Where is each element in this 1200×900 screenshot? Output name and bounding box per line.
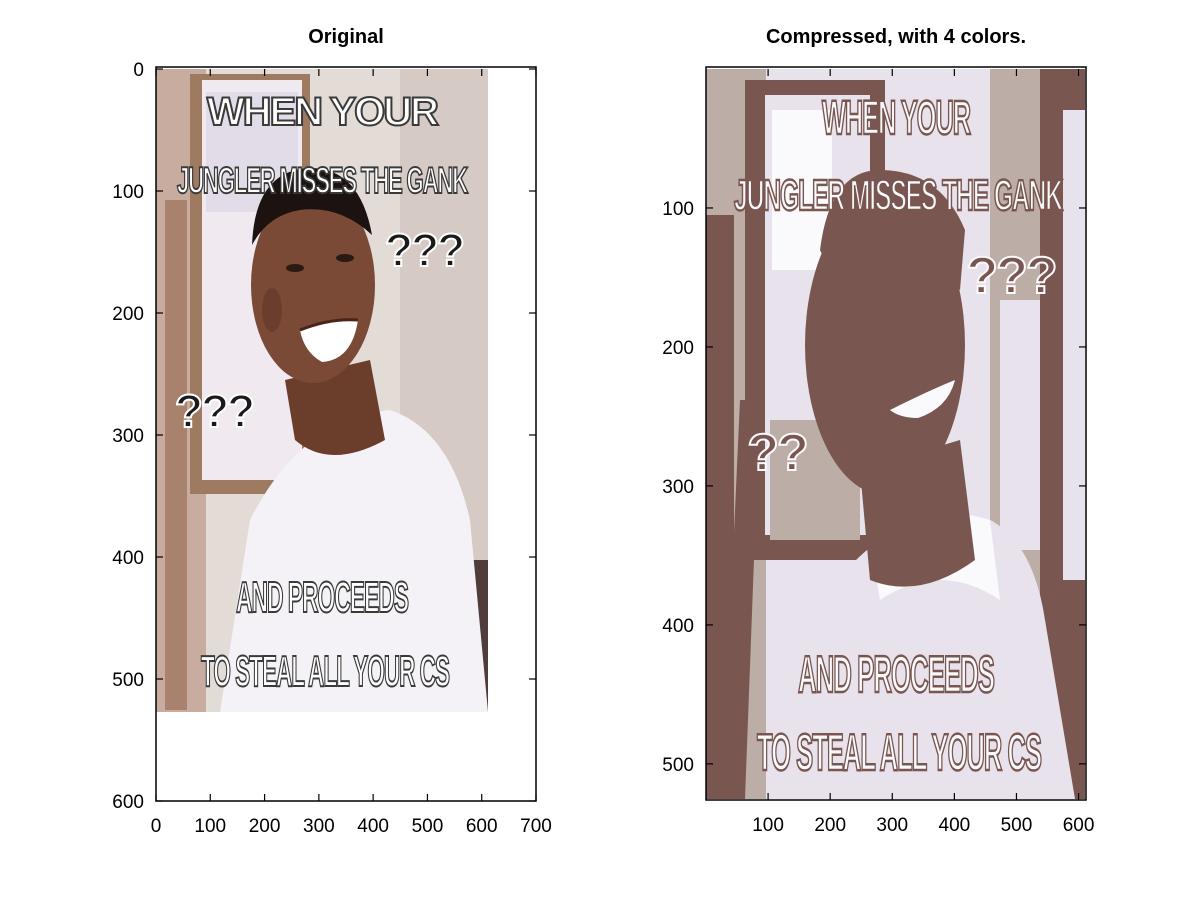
y-tick-label-original-400: 400	[112, 548, 144, 569]
ticks-original: 0 100 200 300 400 500 600 700 0 100 200 300 400 500 60…	[112, 60, 552, 837]
y-tick-label-original-0: 0	[133, 60, 144, 81]
y-tick-label-original-300: 300	[112, 426, 144, 447]
compressed-bottom-line-1: AND PROCEEDS	[798, 646, 994, 704]
x-tick-label-original-500: 500	[412, 816, 444, 837]
plot-title-compressed: Compressed, with 4 colors.	[766, 26, 1026, 48]
original-top-line-1: WHEN YOUR	[207, 90, 439, 134]
y-tick-label-compressed-400: 400	[662, 616, 694, 637]
subplot-original: Original	[112, 26, 552, 837]
x-tick-label-compressed-600: 600	[1063, 815, 1095, 836]
x-tick-label-original-200: 200	[249, 816, 281, 837]
y-tick-label-original-200: 200	[112, 304, 144, 325]
y-tick-label-original-100: 100	[112, 182, 144, 203]
ticks-compressed: 100 200 300 400 500 600 100 200 300 400 500	[662, 69, 1094, 836]
compressed-top-line-1: WHEN YOUR	[822, 92, 971, 145]
axes-box-original	[155, 66, 537, 802]
x-tick-label-compressed-500: 500	[1001, 815, 1033, 836]
y-tick-label-compressed-200: 200	[662, 338, 694, 359]
compressed-mark-1: ???	[966, 247, 1055, 305]
original-bottom-line-2: TO STEAL ALL YOUR CS	[201, 647, 449, 696]
x-tick-label-compressed-400: 400	[939, 815, 971, 836]
compressed-bottom-line-2: TO STEAL ALL YOUR CS	[757, 724, 1041, 782]
original-top-line-2: JUNGLER MISSES THE GANK	[177, 160, 468, 201]
x-tick-label-original-0: 0	[151, 816, 162, 837]
original-mark-2: ???	[175, 385, 253, 437]
x-tick-label-original-400: 400	[357, 816, 389, 837]
compressed-image	[706, 69, 1085, 799]
original-image	[156, 69, 488, 712]
x-tick-label-compressed-300: 300	[876, 815, 908, 836]
original-meme-text: WHEN YOUR JUNGLER MISSES THE GANK ??? ??…	[174, 89, 472, 697]
y-tick-label-compressed-100: 100	[662, 199, 694, 220]
y-tick-label-original-500: 500	[112, 670, 144, 691]
x-tick-label-original-100: 100	[194, 816, 226, 837]
compressed-mark-2: ??	[747, 424, 807, 482]
subplot-compressed: Compressed, with 4 colors.	[662, 26, 1094, 836]
x-tick-label-compressed-200: 200	[814, 815, 846, 836]
y-tick-label-compressed-500: 500	[662, 755, 694, 776]
original-bottom-line-1: AND PROCEEDS	[236, 573, 408, 622]
x-tick-label-original-700: 700	[520, 816, 552, 837]
x-tick-label-compressed-100: 100	[752, 815, 784, 836]
y-tick-label-compressed-300: 300	[662, 477, 694, 498]
y-tick-label-original-600: 600	[112, 792, 144, 813]
compressed-top-line-2: JUNGLER MISSES THE GANK	[734, 171, 1063, 220]
axes-box-compressed	[705, 66, 1087, 801]
compressed-meme-text: WHEN YOUR JUNGLER MISSES THE GANK ??? ??…	[733, 91, 1067, 784]
original-mark-1: ???	[385, 224, 463, 276]
x-tick-label-original-300: 300	[303, 816, 335, 837]
x-tick-label-original-600: 600	[466, 816, 498, 837]
plot-title-original: Original	[308, 26, 384, 48]
